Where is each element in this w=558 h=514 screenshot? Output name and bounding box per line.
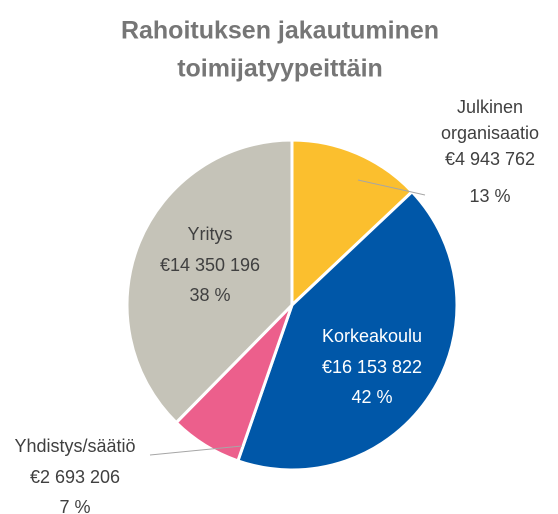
percent-label: 42 % [351,387,392,407]
slice-label: Yritys [188,224,233,244]
slice-label: Julkinen organisaatio [441,97,539,143]
leader-line [357,179,426,196]
leader-line [149,445,243,456]
slice-label: Korkeakoulu [322,326,422,346]
chart-title: Rahoituksen jakautuminen [121,17,439,45]
value-label: €16 153 822 [322,357,422,377]
percent-label: 7 % [59,497,90,514]
percent-label: 38 % [189,285,230,305]
pie-slice [125,138,294,425]
percent-label: 13 % [469,186,510,206]
value-label: €14 350 196 [160,255,260,275]
chart-title: toimijatyypeittäin [177,55,383,83]
pie-slice [236,189,459,472]
slice-label: Yhdistys/säätiö [14,436,135,456]
value-label: €4 943 762 [445,149,535,169]
pie-slice [290,138,415,309]
value-label: €2 693 206 [30,467,120,487]
